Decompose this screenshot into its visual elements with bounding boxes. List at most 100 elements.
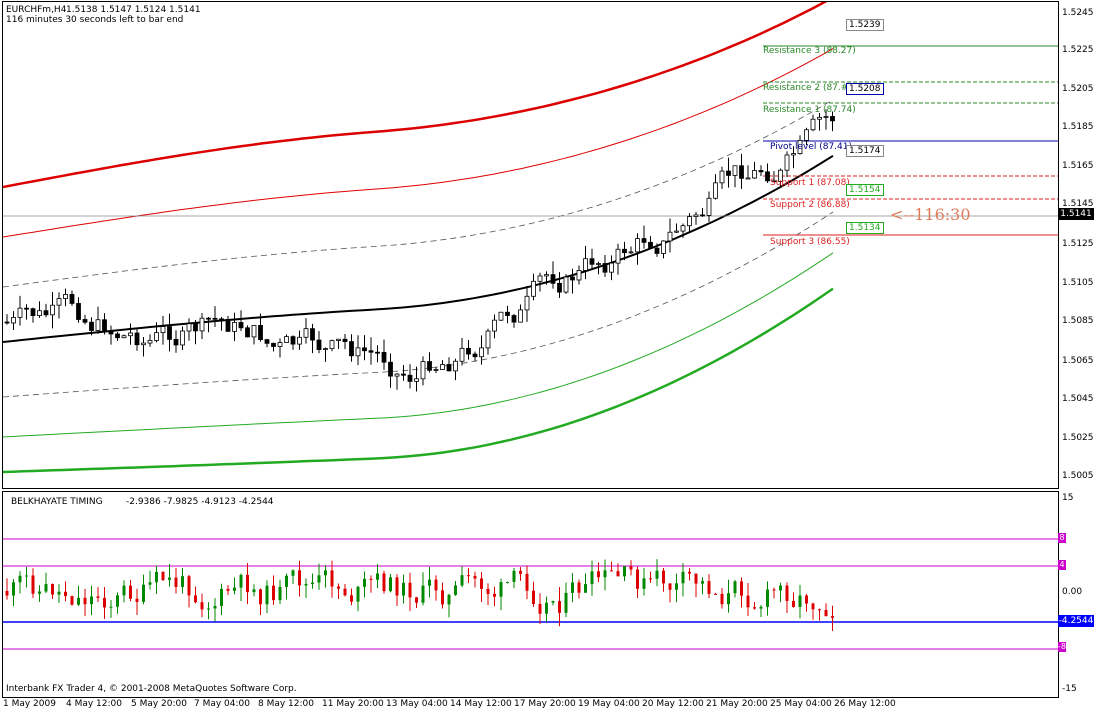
support-3-label: Support 3 (86.55) [770,237,850,247]
candle-body [719,170,725,184]
candle-body [24,307,29,310]
price-axis-label: 1.5205 [1062,84,1094,94]
candle-body [492,319,497,332]
candle-body [180,330,185,346]
candle-body [466,347,471,355]
ind-bar-body [759,606,763,609]
lower-band-inner [3,252,834,438]
ind-bar-body [155,571,158,583]
candle-body [206,317,211,320]
ind-bar-body [402,582,405,596]
candle-body [154,332,159,341]
ind-bar-body [369,578,373,580]
ind-bar-body [382,573,386,592]
candle-body [459,347,465,362]
ind-bar-body [350,595,353,602]
time-axis-label: 26 May 12:00 [834,699,896,709]
price-axis-label: 1.5165 [1062,161,1094,171]
current-price-tag: 1.5141 [1058,208,1094,220]
candle-body [277,342,283,347]
candle-body [830,116,835,122]
candle-body [537,275,543,282]
price-axis-label: 1.5045 [1062,394,1094,404]
ind-bar-body [90,596,93,605]
ind-bar-body [174,577,178,587]
ind-bar-body [584,584,587,593]
ind-bar-body [317,575,321,583]
ind-bar-body [408,582,412,598]
candle-body [56,298,62,306]
ind-bar-body [727,593,730,605]
indicator-pane[interactable]: BELKHAYATE TIMING -2.9386 -7.9825 -4.912… [2,491,1059,698]
candle-body [108,330,114,335]
ind-bar-body [675,583,678,590]
candle-body [810,118,816,131]
candle-body [446,364,452,372]
pivot-level-label: Pivot level (87.41) [770,142,853,152]
candle-body [609,262,614,273]
candle-body [407,374,413,382]
ind-bar-body [473,575,477,579]
ind-bar-body [291,570,295,576]
ohlc-readout: 1.5138 1.5147 1.5124 1.5141 [66,5,201,15]
ind-bar-body [220,588,223,606]
indicator-current-tag: -4.2544 [1058,615,1094,627]
candle-body [401,373,406,376]
ind-bar-body [753,607,756,609]
price-chart-pane[interactable]: EURCHFm,H4 1.5138 1.5147 1.5124 1.5141 1… [2,1,1059,489]
ind-bar-body [545,602,548,614]
candle-body [531,280,536,297]
ind-bar-body [233,587,236,591]
candle-body [336,338,341,341]
price-axis-label: 1.5085 [1062,316,1094,326]
candle-body [89,321,94,331]
candle-body [498,311,504,321]
ind-bar-body [655,570,659,579]
price-axis-label: 1.5145 [1062,199,1094,209]
candle-body [219,318,224,321]
candle-body [602,263,608,273]
ind-bar-body [259,589,262,605]
ind-bar-body [493,593,496,597]
ind-bar-body [629,566,633,570]
candle-body [141,342,146,346]
ind-bar-body [51,584,54,595]
ind-bar-body [356,586,360,602]
ind-bar-body [460,575,464,586]
candle-body [739,165,744,179]
ind-bar-body [662,570,665,584]
ind-bar-body [77,597,80,605]
candle-body [134,332,140,346]
candle-body [615,248,621,264]
ind-bar-body [558,601,561,613]
candle-body [17,307,23,318]
ind-bar-body [161,571,165,580]
price-axis-label: 1.5125 [1062,239,1094,249]
candle-body [583,258,588,271]
candle-body [95,319,101,331]
support-2-label: Support 2 (86.88) [770,200,850,210]
ind-bar-body [623,566,626,577]
ind-bar-body [564,592,568,613]
time-axis-label: 21 May 20:00 [706,699,768,709]
candle-body [316,339,322,350]
candle-body [69,294,75,304]
lower-band-outer [3,287,834,474]
price-axis-label: 1.5245 [1062,8,1094,18]
time-axis-label: 19 May 04:00 [578,699,640,709]
price-box-r2: 1.5208 [846,83,884,95]
ind-bar-body [590,571,594,585]
ind-bar-body [194,595,197,603]
ind-bar-body [525,573,529,591]
candle-body [784,154,790,171]
candle-body [115,333,120,339]
candle-body [4,321,10,324]
ind-bar-body [142,584,145,602]
time-axis-label: 1 May 2009 [3,699,56,709]
candle-body [375,351,380,354]
ind-bar-body [57,591,61,595]
ind-bar-body [421,585,425,603]
candle-body [128,332,133,337]
candle-body [732,165,738,176]
ind-bar-body [304,583,308,586]
